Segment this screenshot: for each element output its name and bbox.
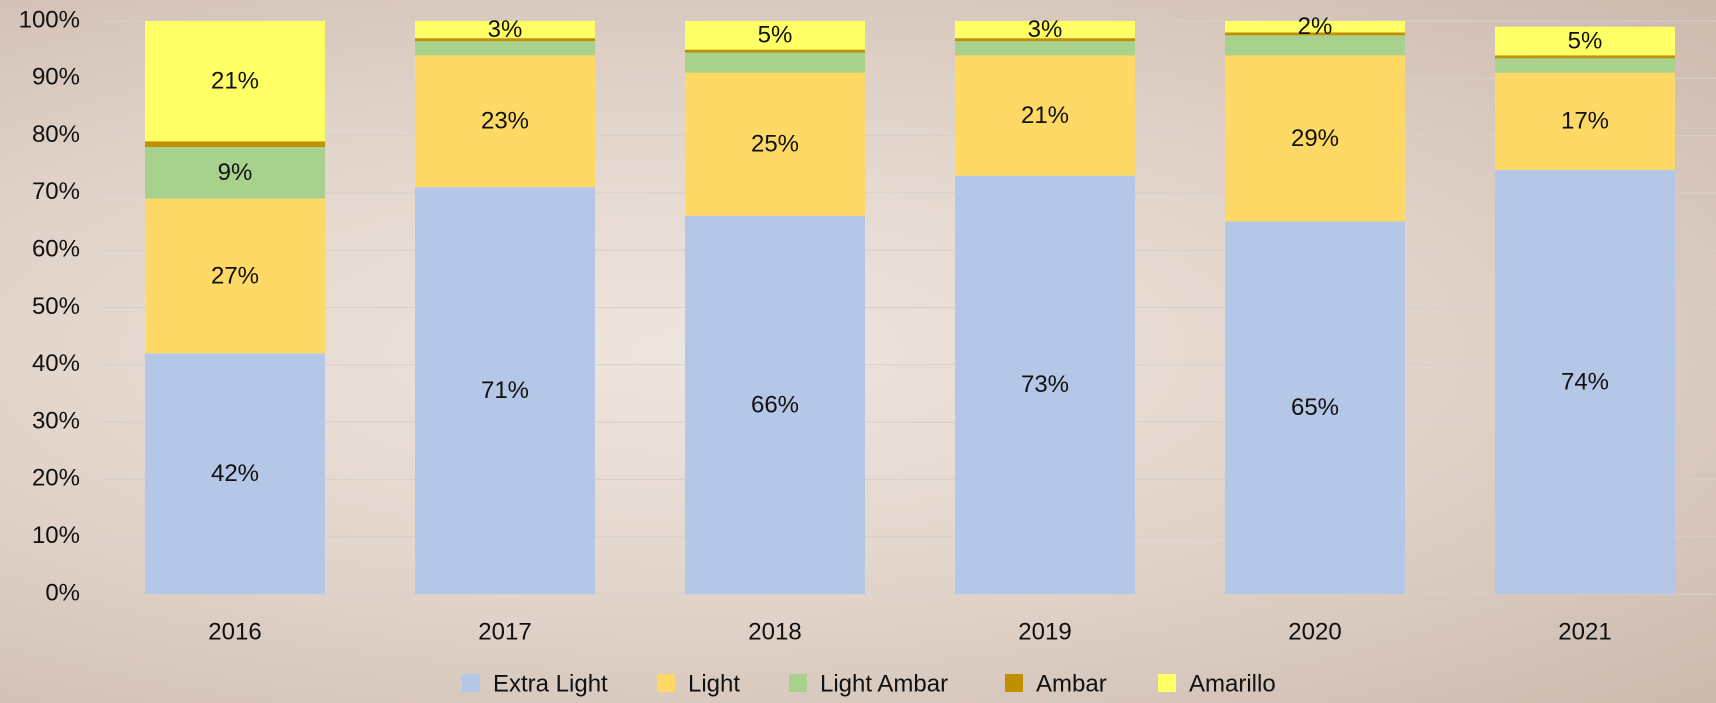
y-tick-label: 20% [32,465,80,492]
y-tick-label: 60% [32,236,80,263]
bar-segment [955,21,1135,39]
bar-segment [685,215,865,594]
y-tick-label: 70% [32,178,80,205]
bar-segment [955,175,1135,594]
x-tick-label: 2019 [1018,618,1071,645]
data-label: 66% [751,391,799,418]
bar-segment [685,49,865,53]
bar-segment [145,147,325,199]
y-tick-label: 30% [32,407,80,434]
data-label: 3% [488,16,523,43]
data-label: 25% [751,131,799,158]
legend-swatch [462,674,480,692]
bar-segment [1225,55,1405,222]
legend-swatch [1158,674,1176,692]
bar-segment [415,187,595,595]
bar-segment [685,52,865,73]
y-tick-label: 50% [32,293,80,320]
bar-segment [1225,35,1405,56]
data-label: 5% [758,22,793,49]
bar-segment [685,21,865,50]
bar-segment [1495,58,1675,73]
legend-label: Light [688,670,740,697]
data-label: 29% [1291,125,1339,152]
y-tick-label: 100% [19,6,80,33]
legend-swatch [789,674,807,692]
bar-segment [415,55,595,188]
bar-segment [145,141,325,148]
bar-segment [685,72,865,216]
bar-segment [145,353,325,594]
data-label: 73% [1021,371,1069,398]
legend-label: Ambar [1036,670,1107,697]
data-label: 23% [481,108,529,135]
data-label: 3% [1028,16,1063,43]
data-label: 5% [1568,27,1603,54]
x-tick-label: 2021 [1558,618,1611,645]
bar-segment [1225,221,1405,595]
legend-swatch [657,674,675,692]
bar-segment [1225,32,1405,36]
bar-segment [415,21,595,39]
legend-label: Light Ambar [820,670,948,697]
data-label: 9% [218,159,253,186]
x-tick-label: 2018 [748,618,801,645]
x-tick-label: 2017 [478,618,531,645]
bar-segment [955,55,1135,176]
data-label: 42% [211,460,259,487]
data-label: 65% [1291,394,1339,421]
x-tick-label: 2020 [1288,618,1341,645]
bar-segment [1495,169,1675,595]
bar-segment [145,198,325,354]
data-label: 2% [1298,13,1333,40]
data-label: 74% [1561,368,1609,395]
y-tick-label: 40% [32,350,80,377]
bar-segment [415,41,595,56]
y-tick-label: 10% [32,522,80,549]
bar-segment [955,38,1135,42]
bar-segment [415,38,595,42]
legend-label: Amarillo [1189,670,1276,697]
legend-label: Extra Light [493,670,608,697]
y-tick-label: 0% [45,579,80,606]
bar-segment [1495,72,1675,170]
x-tick-label: 2016 [208,618,261,645]
data-label: 27% [211,262,259,289]
bar-segment [1495,26,1675,56]
data-label: 17% [1561,108,1609,135]
legend-swatch [1005,674,1023,692]
bar-segment [1225,21,1405,33]
data-label: 71% [481,377,529,404]
y-tick-label: 80% [32,121,80,148]
data-label: 21% [1021,102,1069,129]
bar-segment [1495,55,1675,59]
bar-segment [145,21,325,142]
y-tick-label: 90% [32,64,80,91]
bar-segment [955,41,1135,56]
data-label: 21% [211,68,259,95]
